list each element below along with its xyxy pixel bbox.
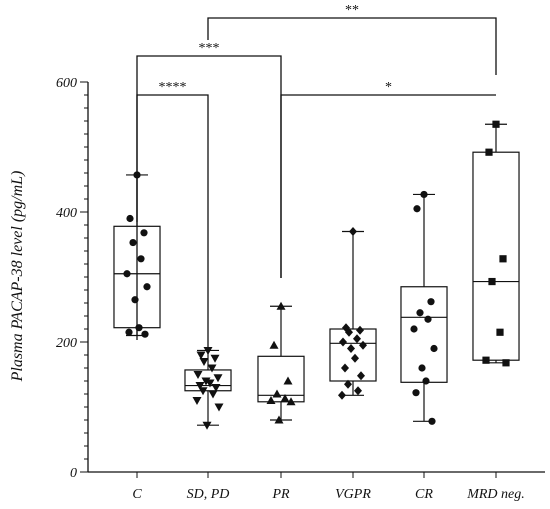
y-tick-label: 0 [70, 466, 77, 481]
data-point [213, 374, 223, 383]
x-tick-label: C [132, 487, 142, 502]
significance-label: **** [159, 80, 187, 95]
significance-label: *** [199, 41, 220, 56]
data-point [341, 363, 349, 373]
data-point [345, 327, 353, 337]
data-point [485, 148, 493, 156]
data-point [280, 394, 290, 403]
significance-label: * [385, 80, 392, 95]
data-point [427, 298, 435, 306]
box-iqr [472, 151, 520, 361]
data-point [143, 283, 151, 291]
data-point [410, 325, 418, 333]
box-iqr [184, 369, 232, 392]
data-point [202, 421, 212, 430]
data-point [428, 417, 436, 425]
data-point [347, 344, 355, 353]
box-group [400, 193, 448, 422]
data-point [430, 344, 438, 353]
significance-bracket: *** [136, 41, 282, 278]
data-point [283, 376, 293, 385]
data-point [123, 270, 131, 278]
data-point [125, 328, 133, 336]
axes: 0 200 400 600 C SD, PD PR VGPR CR MRD neg. [56, 76, 545, 502]
data-point [496, 328, 504, 336]
data-point [354, 386, 362, 396]
data-point [210, 354, 220, 363]
significance-bracket: ** [207, 3, 497, 75]
data-point [214, 403, 224, 412]
y-tick-label: 200 [56, 336, 77, 351]
box-group [257, 305, 305, 421]
box-group [329, 230, 377, 396]
bracket-line [280, 94, 496, 278]
data-point [276, 301, 286, 310]
data-point [413, 205, 421, 213]
data-point [353, 334, 361, 344]
data-point [499, 255, 507, 263]
data-point [412, 389, 420, 397]
x-tick-label: VGPR [335, 487, 371, 502]
x-tick-label: PR [271, 487, 290, 502]
data-point [272, 389, 282, 398]
bracket-line [136, 94, 209, 348]
data-point [211, 384, 221, 392]
data-point [193, 371, 203, 379]
data-point [338, 390, 346, 400]
data-point [351, 353, 359, 363]
significance-bracket: * [280, 80, 496, 278]
data-point [140, 229, 148, 237]
data-points [123, 120, 510, 430]
significance-brackets: ********** [136, 3, 497, 348]
box-series [113, 123, 520, 426]
box-group [472, 123, 520, 364]
y-tick-label: 400 [56, 206, 77, 221]
data-point [126, 214, 134, 223]
significance-label: ** [345, 3, 359, 18]
data-point [274, 415, 284, 424]
data-point [203, 346, 213, 355]
box-group [184, 349, 232, 426]
data-point [205, 379, 215, 388]
data-point [207, 364, 217, 373]
data-point [286, 397, 296, 406]
data-point [420, 190, 428, 199]
y-axis-title: Plasma PACAP-38 level (pg/mL) [9, 171, 26, 383]
x-tick-label: SD, PD [187, 487, 230, 502]
bracket-line [207, 17, 497, 75]
y-tick-label: 600 [56, 76, 77, 91]
data-point [266, 396, 276, 404]
data-point [424, 315, 432, 323]
data-point [199, 358, 209, 366]
data-point [502, 359, 510, 367]
significance-bracket: **** [136, 80, 209, 348]
data-point [359, 340, 367, 350]
data-point [192, 397, 202, 405]
data-point [357, 371, 365, 381]
data-point [488, 277, 496, 286]
box-iqr [329, 328, 377, 382]
x-tick-label: MRD neg. [466, 487, 525, 502]
data-point [129, 238, 137, 247]
data-point [422, 377, 430, 385]
data-point [416, 309, 424, 317]
data-point [482, 356, 490, 364]
data-point [137, 255, 145, 263]
data-point [492, 120, 500, 128]
data-point [339, 337, 347, 347]
data-point [198, 387, 208, 396]
data-point [356, 325, 364, 335]
data-point [349, 227, 357, 236]
data-point [196, 351, 206, 360]
data-point [141, 330, 149, 338]
data-point [208, 390, 218, 399]
data-point [418, 364, 426, 372]
data-point [195, 382, 205, 391]
x-tick-label: CR [415, 487, 433, 502]
data-point [344, 379, 352, 389]
data-point [269, 340, 279, 349]
